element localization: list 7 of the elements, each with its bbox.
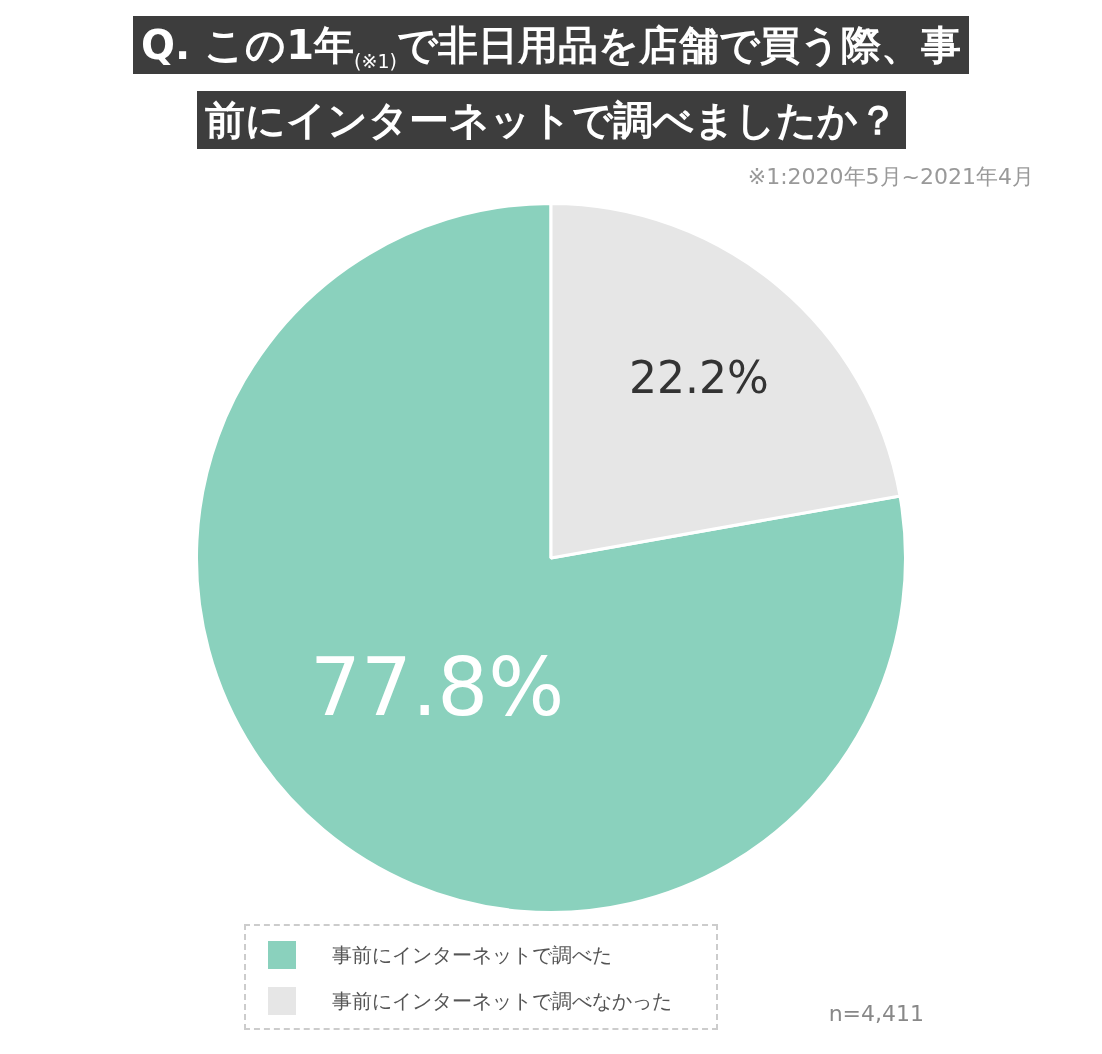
data-label: 77.8% xyxy=(310,640,565,734)
text: n=4,411 xyxy=(828,1001,924,1026)
legend-label: 事前にインターネットで調べた xyxy=(332,941,612,969)
chart-subtitle: ※1:2020年5月~2021年4月 xyxy=(746,163,1035,191)
chart-title: Q. この1年$_{(※1)}$で非日用品を店舗で買う際、事前にインターネットで調べましたか？ xyxy=(133,16,969,149)
data-label: 22.2% xyxy=(629,351,769,403)
legend-label: 事前にインターネットで調べなかった xyxy=(332,987,672,1015)
